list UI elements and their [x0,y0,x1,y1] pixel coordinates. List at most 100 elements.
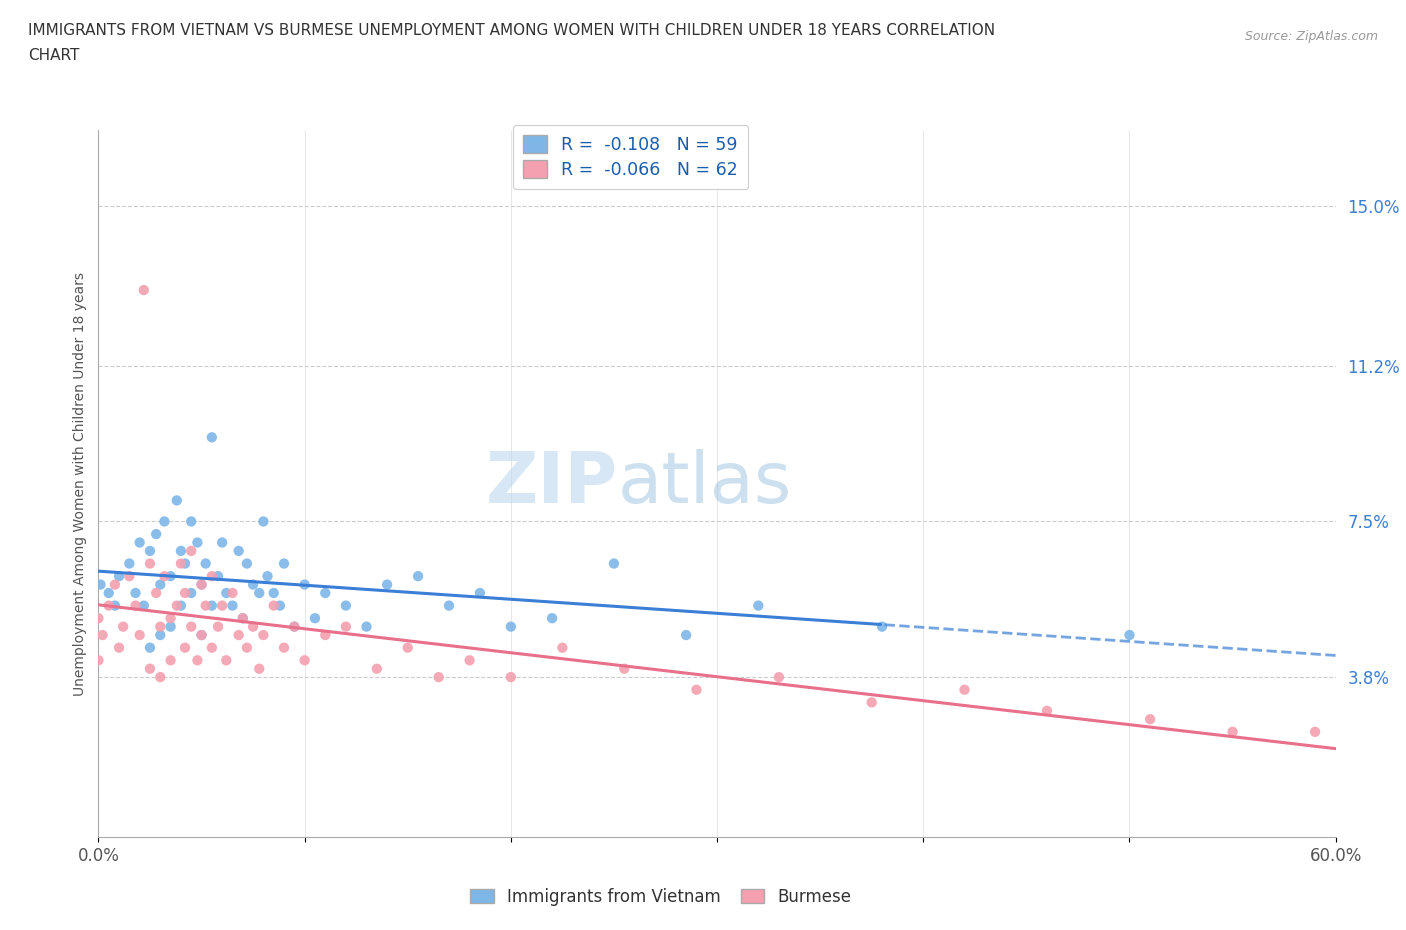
Point [166,598,188,613]
Point [159,653,181,668]
Point [159,611,181,626]
Point [112,619,135,634]
Point [1139,711,1161,726]
Point [252,628,274,643]
Point [149,578,172,592]
Point [170,543,193,558]
Point [335,619,357,634]
Point [89,578,111,592]
Text: atlas: atlas [619,449,793,518]
Point [132,283,155,298]
Point [166,493,188,508]
Point [236,556,259,571]
Text: IMMIGRANTS FROM VIETNAM VS BURMESE UNEMPLOYMENT AMONG WOMEN WITH CHILDREN UNDER : IMMIGRANTS FROM VIETNAM VS BURMESE UNEMP… [28,23,995,38]
Point [768,670,790,684]
Point [128,628,150,643]
Point [283,619,305,634]
Point [128,535,150,550]
Point [159,569,181,584]
Point [207,619,229,634]
Point [294,578,316,592]
Point [180,514,202,529]
Point [437,598,460,613]
Point [211,535,233,550]
Point [118,569,141,584]
Point [375,578,398,592]
Point [104,598,127,613]
Point [97,598,120,613]
Point [139,543,162,558]
Point [170,556,193,571]
Point [104,578,127,592]
Point [603,556,626,571]
Point [314,628,336,643]
Point [551,640,574,655]
Point [273,640,295,655]
Point [499,670,522,684]
Point [87,653,110,668]
Point [406,569,429,584]
Point [304,611,326,626]
Point [180,619,202,634]
Point [242,619,264,634]
Point [159,619,181,634]
Text: Source: ZipAtlas.com: Source: ZipAtlas.com [1244,30,1378,43]
Point [1222,724,1244,739]
Point [153,514,176,529]
Point [201,569,224,584]
Legend: R =  -0.108   N = 59, R =  -0.066   N = 62: R = -0.108 N = 59, R = -0.066 N = 62 [513,125,748,189]
Point [314,586,336,601]
Point [263,598,285,613]
Point [228,543,250,558]
Point [356,619,378,634]
Point [190,578,212,592]
Point [685,683,707,698]
Point [221,586,243,601]
Point [194,598,217,613]
Point [283,619,305,634]
Point [335,598,357,613]
Point [124,598,146,613]
Point [211,598,233,613]
Point [87,611,110,626]
Point [201,598,224,613]
Point [215,586,238,601]
Point [174,556,197,571]
Point [190,628,212,643]
Point [153,569,176,584]
Point [124,586,146,601]
Point [1303,724,1326,739]
Point [97,586,120,601]
Point [174,586,197,601]
Point [149,670,172,684]
Point [256,569,278,584]
Point [108,569,131,584]
Point [149,628,172,643]
Point [118,556,141,571]
Point [1118,628,1140,643]
Point [541,611,564,626]
Point [613,661,636,676]
Point [190,578,212,592]
Point [499,619,522,634]
Point [294,653,316,668]
Y-axis label: Unemployment Among Women with Children Under 18 years: Unemployment Among Women with Children U… [73,272,87,696]
Point [232,611,254,626]
Point [149,619,172,634]
Point [242,578,264,592]
Point [215,653,238,668]
Point [747,598,769,613]
Point [170,598,193,613]
Point [132,598,155,613]
Point [186,535,208,550]
Point [108,640,131,655]
Point [201,640,224,655]
Point [1036,703,1059,718]
Point [232,611,254,626]
Point [145,586,167,601]
Point [263,586,285,601]
Point [458,653,481,668]
Point [396,640,419,655]
Point [860,695,883,710]
Point [252,514,274,529]
